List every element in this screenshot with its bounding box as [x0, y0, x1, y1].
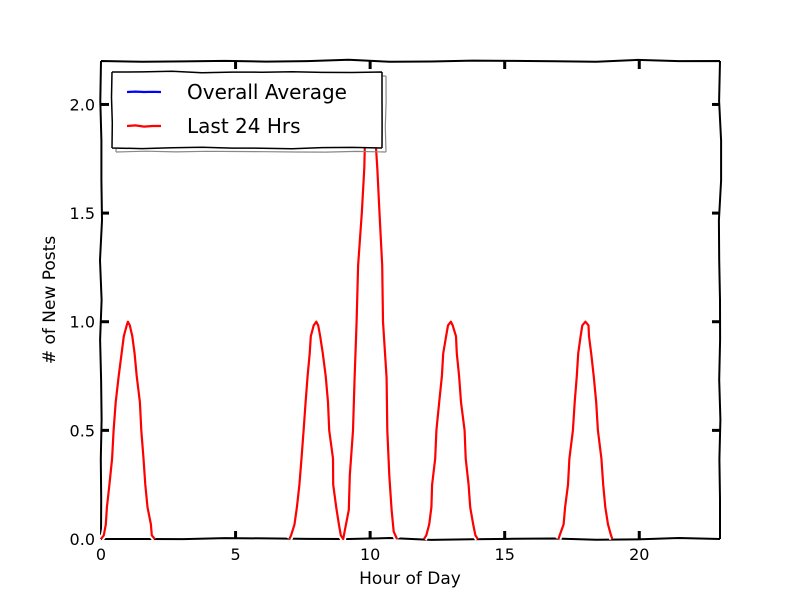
y-tick-label: 0.0: [70, 530, 95, 549]
x-tick-label: 15: [495, 545, 515, 564]
x-tick-label: 10: [360, 545, 380, 564]
legend-label: Last 24 Hrs: [187, 114, 301, 138]
y-tick-label: 1.0: [70, 313, 95, 332]
y-axis-label: # of New Posts: [40, 236, 60, 364]
legend-label: Overall Average: [187, 80, 347, 104]
x-tick-label: 20: [629, 545, 649, 564]
y-tick-label: 0.5: [70, 421, 95, 440]
series-line-halo: [289, 105, 397, 540]
legend-swatch: [127, 125, 161, 126]
y-tick-label: 1.5: [70, 204, 95, 223]
legend: Overall Average Last 24 Hrs: [112, 71, 387, 152]
series-line-last-24-hrs: [424, 322, 478, 539]
x-tick-label: 0: [96, 545, 106, 564]
x-tick-label: 5: [230, 545, 240, 564]
series-layer: [101, 105, 612, 540]
x-axis-label: Hour of Day: [359, 569, 461, 589]
y-tick-label: 2.0: [70, 95, 95, 114]
